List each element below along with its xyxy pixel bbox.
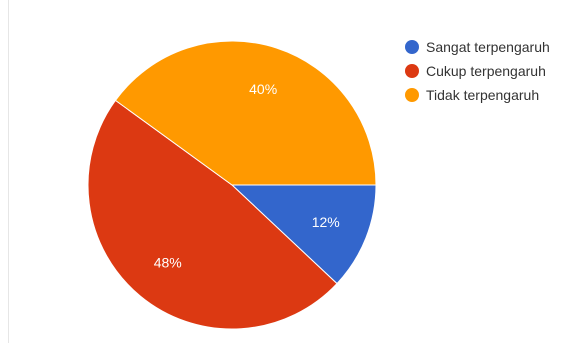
legend-label-3: Tidak terpengaruh [426, 87, 539, 103]
legend-swatch-2 [405, 64, 419, 78]
legend-label-1: Sangat terpengaruh [426, 39, 550, 55]
slice-label-1: 12% [312, 214, 340, 230]
legend-label-2: Cukup terpengaruh [426, 63, 546, 79]
legend: Sangat terpengaruh Cukup terpengaruh Tidak… [405, 39, 550, 103]
left-divider [8, 0, 9, 343]
slice-label-2: 48% [154, 255, 182, 271]
slice-label-3: 40% [249, 81, 277, 97]
pie-slice-2 [87, 99, 338, 330]
legend-swatch-1 [405, 40, 419, 54]
pie-slice-1 [230, 184, 377, 285]
slice-labels: 12% 48% 40% [154, 81, 340, 271]
pie-slices [87, 40, 377, 330]
pie-slice-3 [114, 40, 377, 186]
legend-swatch-3 [405, 88, 419, 102]
